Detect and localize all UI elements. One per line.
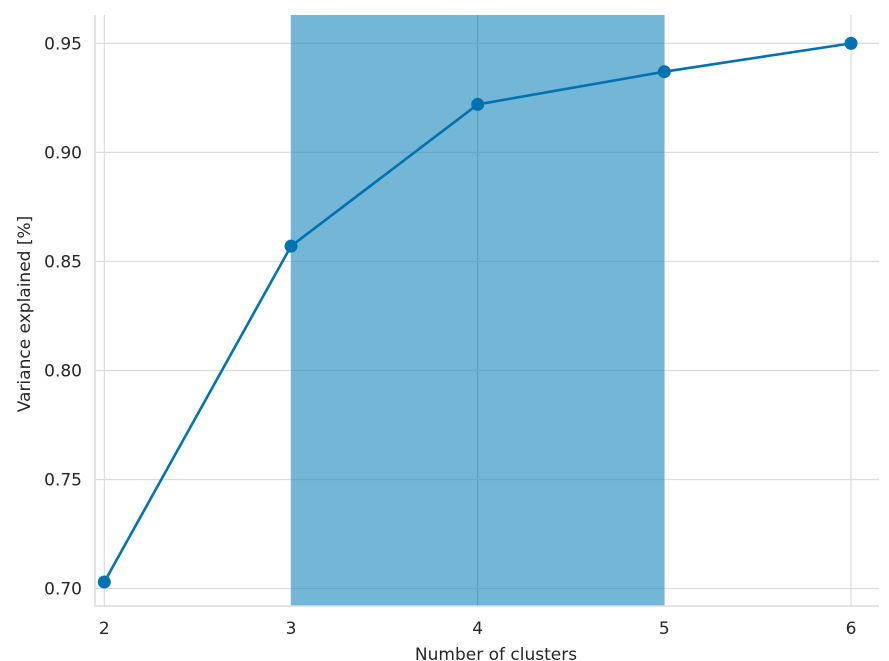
x-tick-label: 3: [286, 619, 297, 639]
y-tick-label: 0.80: [44, 361, 82, 381]
data-point: [844, 36, 858, 50]
y-tick-label: 0.90: [44, 143, 82, 163]
x-tick-label: 6: [846, 619, 857, 639]
data-point: [284, 239, 298, 253]
y-tick-labels: 0.70 0.75 0.80 0.85 0.90 0.95: [44, 34, 82, 599]
x-tick-label: 2: [99, 619, 110, 639]
x-axis-label: Number of clusters: [415, 645, 577, 661]
y-tick-label: 0.95: [44, 34, 82, 54]
points-layer: [97, 36, 858, 589]
axes-frame: [94, 15, 879, 607]
span-grid-layer: [291, 15, 665, 606]
x-tick-label: 4: [472, 619, 483, 639]
data-point: [471, 97, 485, 111]
x-tick-label: 5: [659, 619, 670, 639]
y-axis-label: Variance explained [%]: [15, 216, 35, 413]
y-tick-label: 0.70: [44, 580, 82, 600]
y-tick-label: 0.85: [44, 252, 82, 272]
data-point: [97, 575, 111, 589]
x-tick-labels: 2 3 4 5 6: [99, 619, 856, 639]
y-tick-label: 0.75: [44, 471, 82, 491]
data-point: [657, 65, 671, 79]
